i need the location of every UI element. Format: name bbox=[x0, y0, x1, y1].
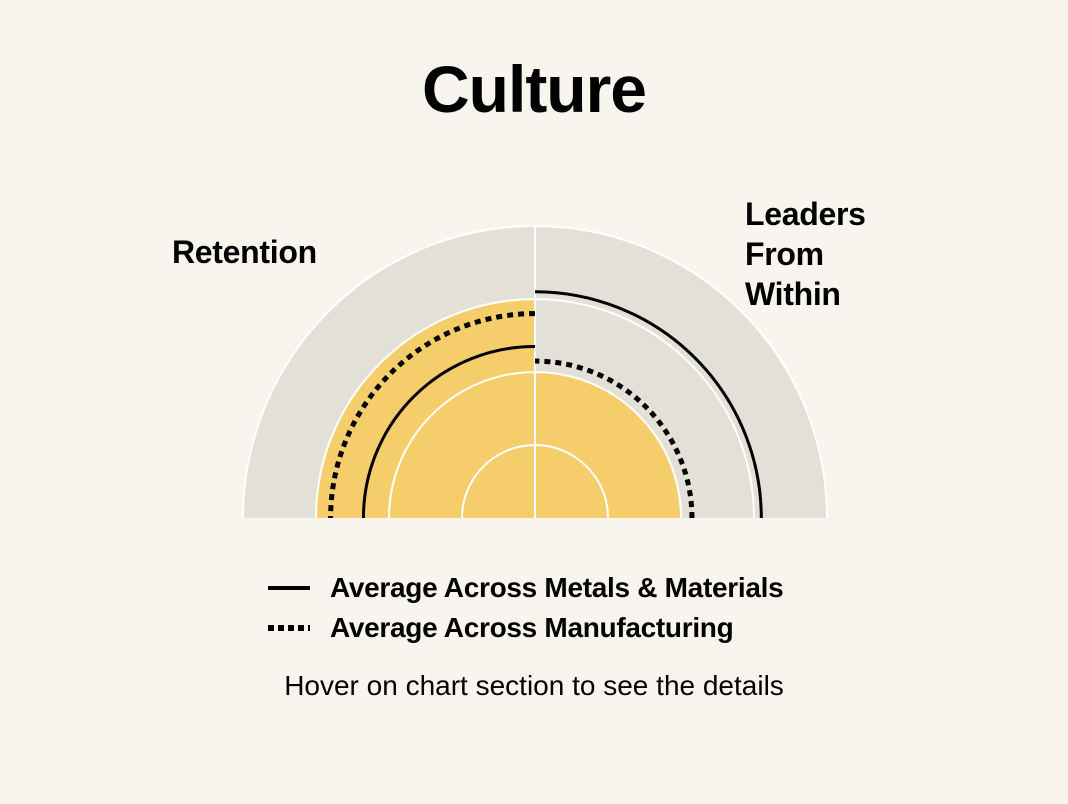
legend: Average Across Metals & Materials Averag… bbox=[268, 568, 784, 648]
category-label-leaders-from-within: Leaders From Within bbox=[745, 194, 925, 314]
benchmark-arc-dotted-retention bbox=[328, 311, 536, 519]
benchmark-arc-solid-leaders-from-within bbox=[534, 290, 763, 519]
value-bar-leaders-from-within bbox=[535, 372, 681, 518]
value-bar-retention bbox=[316, 299, 535, 518]
dotted-line-swatch bbox=[268, 625, 310, 631]
legend-label: Average Across Metals & Materials bbox=[330, 572, 784, 603]
chart-title: Culture bbox=[422, 52, 647, 126]
category-label-line: Leaders bbox=[745, 196, 866, 232]
category-label-line: From bbox=[745, 236, 824, 272]
legend-label: Average Across Manufacturing bbox=[330, 612, 734, 643]
solid-line-swatch bbox=[268, 586, 310, 590]
category-label-retention: Retention bbox=[172, 234, 317, 270]
hover-hint: Hover on chart section to see the detail… bbox=[284, 670, 784, 701]
category-label-line: Within bbox=[745, 276, 841, 312]
legend-item-manufacturing: Average Across Manufacturing bbox=[268, 608, 783, 648]
benchmark-arc-dotted-leaders-from-within bbox=[534, 358, 695, 519]
legend-item-metals-materials: Average Across Metals & Materials bbox=[268, 568, 784, 608]
benchmark-arc-solid-retention bbox=[361, 344, 536, 519]
